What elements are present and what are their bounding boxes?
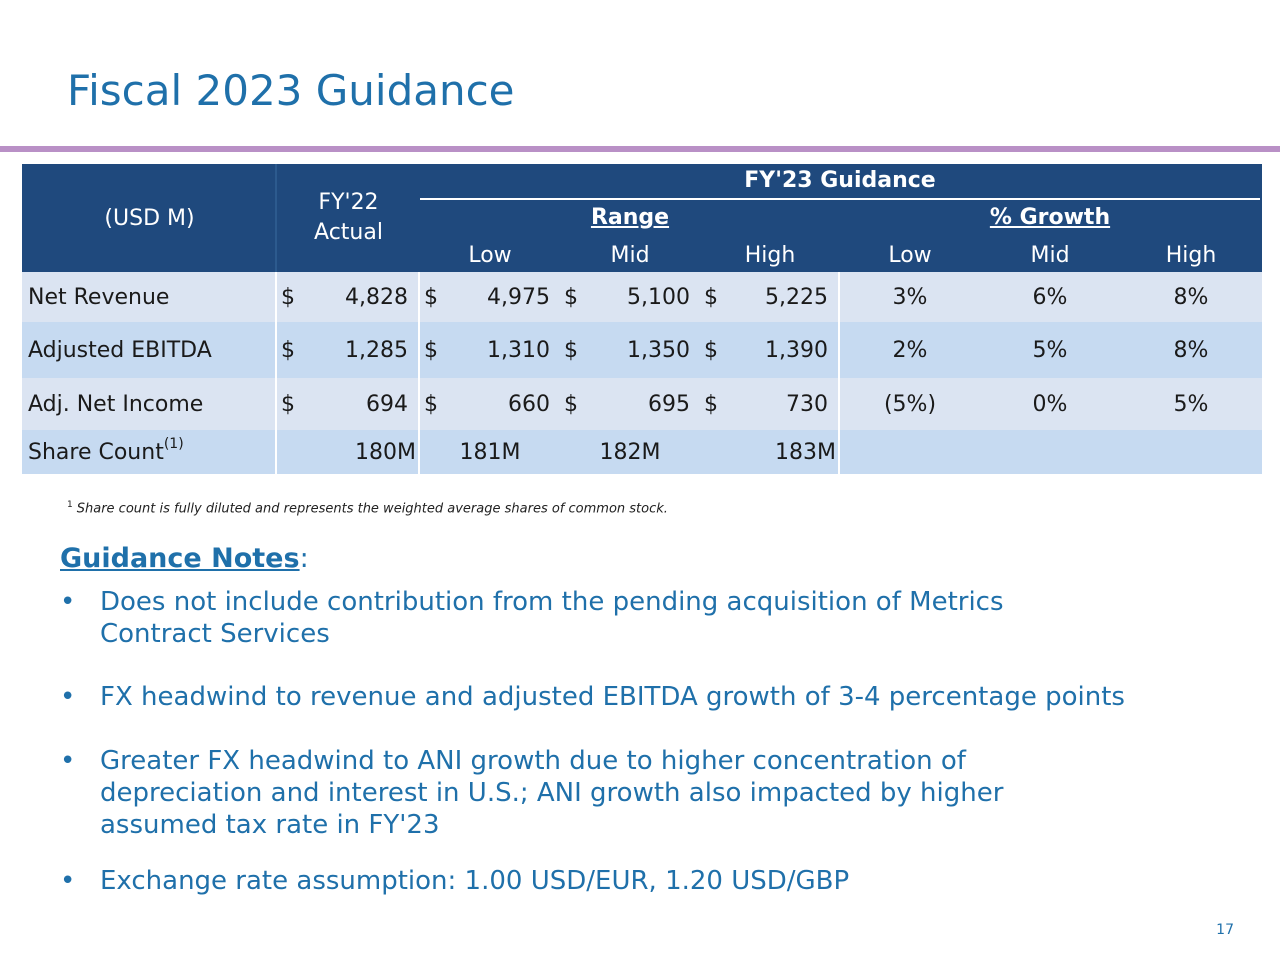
growth-mid: 5% xyxy=(1032,337,1068,363)
actual-value: 180M xyxy=(355,439,416,465)
notes-heading-colon: : xyxy=(299,543,309,574)
range-header: Range xyxy=(590,205,670,230)
actual-value: 694 xyxy=(366,391,408,417)
sub-header-range-high: High xyxy=(744,243,796,268)
low-value: 4,975 xyxy=(487,284,550,310)
high-value: 5,225 xyxy=(765,284,828,310)
high-value: 730 xyxy=(786,391,828,417)
growth-high: 8% xyxy=(1173,337,1209,363)
growth-low: 2% xyxy=(892,337,928,363)
note-bullet: Greater FX headwind to ANI growth due to… xyxy=(60,745,1120,841)
mid-value: 182M xyxy=(599,439,661,465)
dollar-sign: $ xyxy=(704,337,718,363)
note-bullet: Does not include contribution from the p… xyxy=(60,586,1100,650)
notes-heading-text: Guidance Notes xyxy=(60,543,300,574)
table-row: Net Revenue $4,828 $4,975 $5,100 $5,225 … xyxy=(22,272,1262,322)
slide-title: Fiscal 2023 Guidance xyxy=(67,66,515,115)
sub-header-growth-low: Low xyxy=(888,243,932,268)
actual-header-line2: Actual xyxy=(314,220,383,245)
table-row: Adjusted EBITDA $1,285 $1,310 $1,350 $1,… xyxy=(22,322,1262,378)
mid-value: 695 xyxy=(648,391,690,417)
dollar-sign: $ xyxy=(424,391,438,417)
notes-heading: Guidance Notes: xyxy=(60,543,309,574)
dollar-sign: $ xyxy=(281,337,295,363)
sub-header-growth-mid: Mid xyxy=(1030,243,1070,268)
low-value: 181M xyxy=(459,439,521,465)
mid-value: 1,350 xyxy=(627,337,690,363)
share-count-label: Share Count xyxy=(28,439,164,465)
sub-header-range-mid: Mid xyxy=(610,243,650,268)
dollar-sign: $ xyxy=(281,391,295,417)
actual-value: 1,285 xyxy=(345,337,408,363)
guidance-table: (USD M) FY'22 Actual FY'23 Guidance Rang… xyxy=(22,164,1262,474)
guidance-header: FY'23 Guidance xyxy=(744,168,936,193)
dollar-sign: $ xyxy=(424,284,438,310)
row-label: Share Count (1) xyxy=(22,430,277,474)
high-value: 1,390 xyxy=(765,337,828,363)
mid-value: 5,100 xyxy=(627,284,690,310)
low-value: 660 xyxy=(508,391,550,417)
dollar-sign: $ xyxy=(424,337,438,363)
table-row-share-count: Share Count (1) 180M 181M 182M 183M xyxy=(22,430,1262,474)
footnote-text: Share count is fully diluted and represe… xyxy=(76,501,668,517)
guidance-underline xyxy=(420,198,1260,200)
low-value: 1,310 xyxy=(487,337,550,363)
growth-mid: 6% xyxy=(1032,284,1068,310)
footnote: 1 Share count is fully diluted and repres… xyxy=(67,500,668,516)
note-bullet: Exchange rate assumption: 1.00 USD/EUR, … xyxy=(60,865,1260,897)
footnote-ref: (1) xyxy=(163,436,184,452)
page-number: 17 xyxy=(1216,922,1234,938)
growth-header: % Growth xyxy=(989,205,1111,230)
row-label: Net Revenue xyxy=(22,272,277,322)
growth-low: 3% xyxy=(892,284,928,310)
growth-mid: 0% xyxy=(1032,391,1068,417)
dollar-sign: $ xyxy=(564,284,578,310)
dollar-sign: $ xyxy=(281,284,295,310)
divider-rule xyxy=(0,146,1280,152)
sub-header-range-low: Low xyxy=(468,243,512,268)
footnote-marker: 1 xyxy=(67,500,73,510)
note-bullet: FX headwind to revenue and adjusted EBIT… xyxy=(60,681,1260,713)
growth-low: (5%) xyxy=(883,391,937,417)
table-row: Adj. Net Income $694 $660 $695 $730 (5%)… xyxy=(22,378,1262,430)
growth-high: 5% xyxy=(1173,391,1209,417)
actual-header-line1: FY'22 xyxy=(318,190,379,215)
notes-list: Does not include contribution from the p… xyxy=(60,586,1260,897)
sub-header-growth-high: High xyxy=(1165,243,1217,268)
dollar-sign: $ xyxy=(564,391,578,417)
high-value: 183M xyxy=(775,439,836,465)
dollar-sign: $ xyxy=(564,337,578,363)
unit-header: (USD M) xyxy=(104,206,195,231)
dollar-sign: $ xyxy=(704,391,718,417)
row-label: Adjusted EBITDA xyxy=(22,322,277,378)
table-header: (USD M) FY'22 Actual FY'23 Guidance Rang… xyxy=(22,164,1262,272)
growth-high: 8% xyxy=(1173,284,1209,310)
row-label: Adj. Net Income xyxy=(22,378,277,430)
actual-value: 4,828 xyxy=(345,284,408,310)
dollar-sign: $ xyxy=(704,284,718,310)
